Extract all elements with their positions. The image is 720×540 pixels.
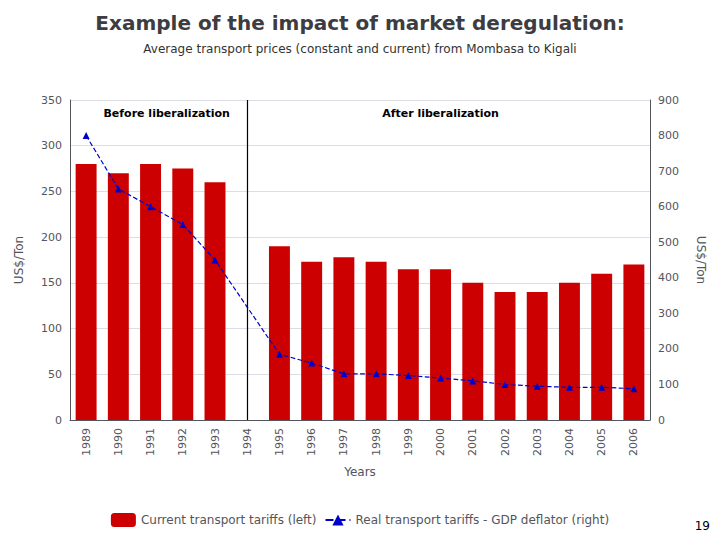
svg-text:150: 150 bbox=[41, 276, 62, 289]
svg-text:2005: 2005 bbox=[595, 428, 608, 456]
svg-text:350: 350 bbox=[41, 94, 62, 107]
svg-text:19: 19 bbox=[695, 519, 710, 533]
svg-text:300: 300 bbox=[41, 139, 62, 152]
svg-text:1993: 1993 bbox=[209, 428, 222, 456]
svg-text:500: 500 bbox=[658, 236, 679, 249]
svg-text:2006: 2006 bbox=[627, 428, 640, 456]
svg-text:2004: 2004 bbox=[563, 428, 576, 456]
svg-text:900: 900 bbox=[658, 94, 679, 107]
svg-text:100: 100 bbox=[41, 322, 62, 335]
svg-text:2002: 2002 bbox=[499, 428, 512, 456]
svg-text:700: 700 bbox=[658, 165, 679, 178]
svg-text:Before liberalization: Before liberalization bbox=[103, 107, 229, 120]
svg-text:200: 200 bbox=[41, 231, 62, 244]
svg-text:1997: 1997 bbox=[337, 428, 350, 456]
svg-text:1990: 1990 bbox=[112, 428, 125, 456]
svg-text:US$/Ton: US$/Ton bbox=[12, 236, 26, 284]
svg-text:250: 250 bbox=[41, 185, 62, 198]
svg-text:2000: 2000 bbox=[434, 428, 447, 456]
svg-text:400: 400 bbox=[658, 271, 679, 284]
svg-text:2003: 2003 bbox=[531, 428, 544, 456]
svg-text:0: 0 bbox=[55, 414, 62, 427]
svg-text:Average transport prices (cons: Average transport prices (constant and c… bbox=[143, 42, 576, 56]
svg-text:50: 50 bbox=[48, 368, 62, 381]
svg-text:Years: Years bbox=[343, 465, 376, 479]
svg-text:0: 0 bbox=[658, 414, 665, 427]
svg-text:US$/Ton: US$/Ton bbox=[694, 236, 708, 284]
svg-text:1998: 1998 bbox=[370, 428, 383, 456]
svg-text:200: 200 bbox=[658, 342, 679, 355]
svg-text:1992: 1992 bbox=[176, 428, 189, 456]
svg-text:After liberalization: After liberalization bbox=[382, 107, 499, 120]
svg-text:Current transport tariffs (lef: Current transport tariffs (left) bbox=[141, 513, 317, 527]
svg-text:1994: 1994 bbox=[241, 428, 254, 456]
svg-text:1999: 1999 bbox=[402, 428, 415, 456]
svg-text:1996: 1996 bbox=[305, 428, 318, 456]
svg-text:300: 300 bbox=[658, 307, 679, 320]
svg-text:800: 800 bbox=[658, 129, 679, 142]
svg-text:1995: 1995 bbox=[273, 428, 286, 456]
svg-text:1991: 1991 bbox=[144, 428, 157, 456]
svg-text:2001: 2001 bbox=[466, 428, 479, 456]
svg-text:100: 100 bbox=[658, 378, 679, 391]
svg-text:Example of the impact of marke: Example of the impact of market deregula… bbox=[95, 11, 624, 35]
svg-text:1989: 1989 bbox=[80, 428, 93, 456]
svg-text:600: 600 bbox=[658, 200, 679, 213]
svg-text:Real transport tariffs - GDP d: Real transport tariffs - GDP deflator (r… bbox=[356, 513, 610, 527]
